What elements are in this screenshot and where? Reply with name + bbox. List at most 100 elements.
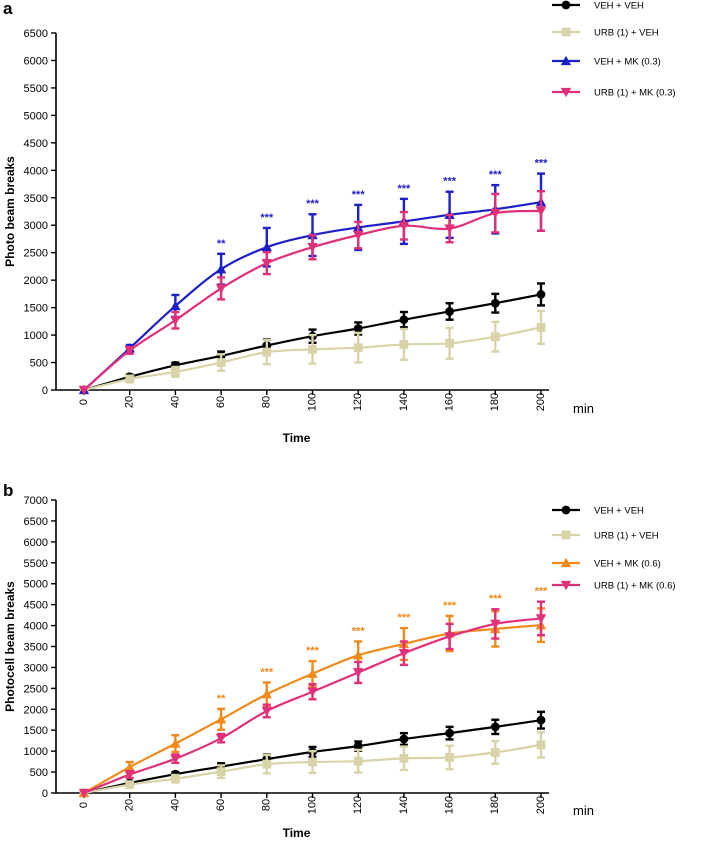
y-tick-label: 4500 <box>24 600 48 612</box>
legend-swatch-marker <box>560 557 572 568</box>
data-point <box>125 374 135 384</box>
data-point <box>262 759 272 769</box>
x-tick-label: 180 <box>489 796 501 814</box>
legend-swatch-marker <box>560 55 572 66</box>
x-tick-label: 80 <box>261 396 273 408</box>
data-point <box>490 747 500 757</box>
x-tick-label: 100 <box>306 796 318 814</box>
data-point <box>444 632 455 642</box>
y-tick-label: 1500 <box>24 725 48 737</box>
data-point <box>124 761 135 772</box>
data-point <box>445 728 454 738</box>
data-point <box>536 715 546 725</box>
y-tick-label: 4000 <box>24 165 48 177</box>
data-point <box>261 689 272 699</box>
y-tick-label: 5000 <box>24 579 48 591</box>
data-point <box>78 385 90 396</box>
data-point <box>171 774 180 784</box>
y-tick-label: 1000 <box>24 746 48 758</box>
x-axis-unit: min <box>573 401 594 416</box>
data-point <box>353 756 363 766</box>
data-point <box>535 206 547 217</box>
legend-swatch-marker <box>561 0 571 10</box>
data-point <box>125 780 135 790</box>
x-tick-label: 200 <box>535 393 547 411</box>
x-tick-label: 0 <box>78 802 90 808</box>
x-tick-label: 140 <box>398 796 410 814</box>
data-point <box>170 316 181 326</box>
data-point <box>353 650 364 660</box>
data-point <box>215 263 227 274</box>
significance-label: *** <box>397 612 411 624</box>
data-point <box>398 649 410 659</box>
data-point <box>216 358 226 367</box>
y-tick-label: 6000 <box>24 537 48 549</box>
legend-swatch-marker <box>560 87 572 98</box>
data-point <box>124 346 135 356</box>
legend-label: URB (1) + MK (0.3) <box>594 88 676 99</box>
data-point <box>490 722 500 732</box>
data-point <box>78 788 90 799</box>
x-axis-title: Time <box>283 826 311 840</box>
x-tick-label: 20 <box>124 396 136 408</box>
y-tick-label: 5000 <box>24 110 48 122</box>
significance-label: *** <box>352 189 366 201</box>
legend-label: VEH + VEH <box>594 506 644 517</box>
legend-swatch-marker <box>561 505 571 515</box>
data-point <box>536 290 546 299</box>
significance-label: *** <box>443 600 457 612</box>
legend-swatch-marker <box>561 530 571 540</box>
data-point <box>353 668 364 678</box>
data-point <box>215 714 227 724</box>
y-tick-label: 2500 <box>24 683 48 695</box>
legend-label: URB (1) + VEH <box>594 28 659 39</box>
data-point <box>353 343 363 353</box>
x-axis-unit: min <box>573 803 594 818</box>
y-tick-label: 2000 <box>24 704 48 716</box>
significance-label: ** <box>217 693 226 705</box>
significance-label: *** <box>535 158 549 170</box>
significance-label: *** <box>443 176 457 188</box>
data-point <box>261 706 272 717</box>
data-point <box>445 753 454 762</box>
significance-label: *** <box>352 625 366 637</box>
data-point <box>261 242 272 252</box>
y-tick-label: 0 <box>42 788 48 800</box>
data-point <box>536 740 546 750</box>
y-tick-label: 500 <box>30 767 48 779</box>
y-tick-label: 5500 <box>24 83 48 95</box>
data-point <box>535 614 547 624</box>
data-point <box>216 767 226 777</box>
x-tick-label: 100 <box>306 393 318 411</box>
y-tick-label: 3000 <box>24 220 48 232</box>
x-tick-label: 160 <box>444 393 456 411</box>
data-point <box>444 224 455 234</box>
legend-label: URB (1) + MK (0.6) <box>594 581 676 592</box>
data-point <box>399 340 409 349</box>
y-tick-label: 2000 <box>24 275 48 287</box>
data-point <box>307 687 318 697</box>
y-tick-label: 3500 <box>24 642 48 654</box>
y-tick-label: 6000 <box>24 55 48 67</box>
significance-label: *** <box>535 586 549 598</box>
x-tick-label: 120 <box>352 393 364 411</box>
y-tick-label: 4000 <box>24 621 48 633</box>
y-tick-label: 500 <box>30 358 48 370</box>
data-point <box>307 243 318 253</box>
legend-swatch-marker <box>561 27 571 37</box>
data-point <box>490 208 501 219</box>
legend-label: VEH + VEH <box>594 1 644 12</box>
x-tick-label: 160 <box>444 796 456 814</box>
y-axis-title: Photocell beam breaks <box>3 581 17 712</box>
legend-swatch-marker <box>560 580 572 591</box>
x-axis-title: Time <box>283 431 311 445</box>
y-tick-label: 6500 <box>24 28 48 40</box>
x-tick-label: 200 <box>535 796 547 814</box>
data-point <box>261 258 272 269</box>
x-tick-label: 40 <box>169 396 181 408</box>
significance-label: *** <box>260 212 274 224</box>
data-point <box>353 324 363 333</box>
x-tick-label: 120 <box>352 796 364 814</box>
y-axis-title: Photo beam breaks <box>3 156 17 267</box>
